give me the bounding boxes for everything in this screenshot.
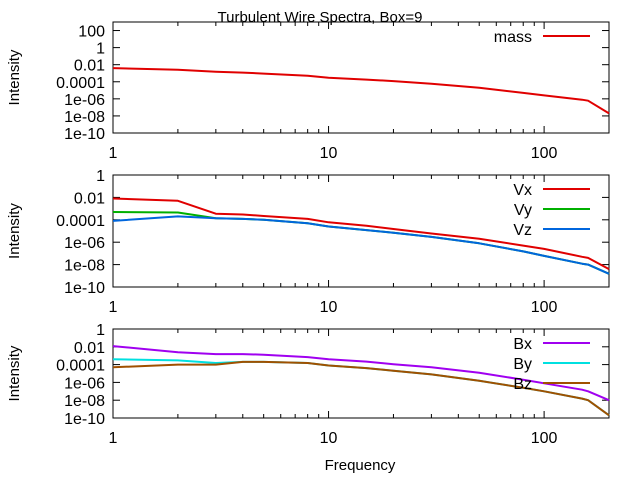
series-mass-line bbox=[112, 67, 610, 115]
y-tick-label: 1 bbox=[96, 168, 105, 185]
y-tick-label: 1e-06 bbox=[64, 375, 105, 392]
y-tick-label: 1e-08 bbox=[64, 393, 105, 410]
x-tick-label: 10 bbox=[320, 299, 338, 316]
y-axis-label: Intensity bbox=[6, 345, 23, 401]
y-tick-label: 0.01 bbox=[74, 58, 105, 75]
x-tick-label: 10 bbox=[320, 430, 338, 447]
legend-label-bz: Bz bbox=[513, 376, 532, 393]
legend-label-vz: Vz bbox=[513, 222, 532, 239]
legend-label-vx: Vx bbox=[513, 182, 532, 199]
series-vy-line bbox=[112, 211, 610, 275]
y-tick-label: 1e-08 bbox=[64, 258, 105, 275]
y-tick-label: 1 bbox=[96, 322, 105, 339]
plot-frame bbox=[112, 21, 610, 134]
y-tick-label: 0.01 bbox=[74, 340, 105, 357]
legend-label-vy: Vy bbox=[514, 202, 532, 219]
y-axis-label: Intensity bbox=[6, 203, 23, 259]
y-axis-label: Intensity bbox=[6, 49, 23, 105]
y-tick-label: 1e-10 bbox=[64, 126, 105, 143]
x-tick-label: 100 bbox=[531, 145, 558, 162]
y-tick-label: 1e-06 bbox=[64, 235, 105, 252]
y-tick-label: 1e-06 bbox=[64, 92, 105, 109]
y-tick-label: 0.0001 bbox=[56, 75, 105, 92]
x-tick-label: 10 bbox=[320, 145, 338, 162]
x-axis-label: Frequency bbox=[325, 457, 396, 474]
x-tick-label: 1 bbox=[109, 299, 118, 316]
series-vz-line bbox=[112, 215, 610, 275]
y-tick-label: 1e-08 bbox=[64, 109, 105, 126]
chart-title: Turbulent Wire Spectra, Box=9 bbox=[218, 9, 423, 26]
y-tick-label: 0.0001 bbox=[56, 213, 105, 230]
y-tick-label: 0.01 bbox=[74, 190, 105, 207]
y-tick-label: 1e-10 bbox=[64, 280, 105, 297]
legend-label-bx: Bx bbox=[513, 336, 532, 353]
y-tick-label: 1 bbox=[96, 41, 105, 58]
series-bx-line bbox=[112, 345, 610, 402]
series-vx-line bbox=[112, 197, 610, 270]
x-tick-label: 1 bbox=[109, 145, 118, 162]
y-tick-label: 0.0001 bbox=[56, 358, 105, 375]
x-tick-label: 1 bbox=[109, 430, 118, 447]
x-tick-label: 100 bbox=[531, 299, 558, 316]
plot-frame bbox=[112, 328, 610, 419]
x-tick-label: 100 bbox=[531, 430, 558, 447]
y-tick-label: 100 bbox=[78, 24, 105, 41]
legend-label-mass: mass bbox=[494, 29, 532, 46]
y-tick-label: 1e-10 bbox=[64, 411, 105, 428]
plot-frame bbox=[112, 174, 610, 288]
series-bz-line bbox=[112, 360, 610, 417]
legend-label-by: By bbox=[513, 356, 532, 373]
